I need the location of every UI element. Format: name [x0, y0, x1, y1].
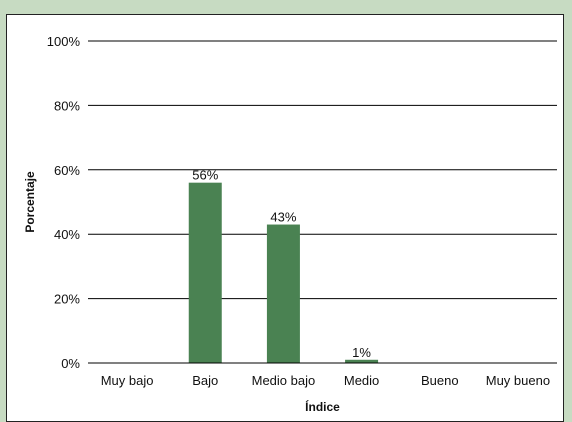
y-tick-label: 80%	[54, 98, 80, 113]
data-label: 56%	[192, 168, 218, 183]
bars	[188, 182, 379, 363]
y-tick-label: 20%	[54, 292, 80, 307]
y-axis-ticks: 0% 20% 40% 60% 80% 100%	[47, 34, 81, 371]
gridlines	[88, 40, 557, 300]
x-category-label: Muy bueno	[486, 373, 550, 388]
x-category-label: Medio bajo	[252, 373, 316, 388]
data-label: 1%	[352, 345, 371, 360]
y-tick-label: 60%	[54, 163, 80, 178]
x-category-label: Muy bajo	[101, 373, 154, 388]
bar	[266, 224, 300, 363]
y-tick-label: 40%	[54, 227, 80, 242]
bar	[188, 182, 222, 363]
x-axis-title: Índice	[305, 399, 340, 414]
bar	[345, 359, 379, 363]
x-category-label: Medio	[344, 373, 379, 388]
x-axis-categories: Muy bajo Bajo Medio bajo Medio Bueno Muy buen…	[101, 373, 550, 388]
x-category-label: Bajo	[192, 373, 218, 388]
y-axis-title: Porcentaje	[23, 171, 37, 233]
data-label: 43%	[270, 210, 296, 225]
y-tick-label: 100%	[47, 34, 81, 49]
y-tick-label: 0%	[61, 356, 80, 371]
data-labels: 56% 43% 1%	[192, 168, 371, 360]
bar-chart: 0% 20% 40% 60% 80% 100% 56% 43% 1% Muy bajo Bajo…	[23, 34, 557, 414]
x-category-label: Bueno	[421, 373, 459, 388]
chart-area: 0% 20% 40% 60% 80% 100% 56% 43% 1% Muy bajo Bajo…	[6, 14, 564, 422]
